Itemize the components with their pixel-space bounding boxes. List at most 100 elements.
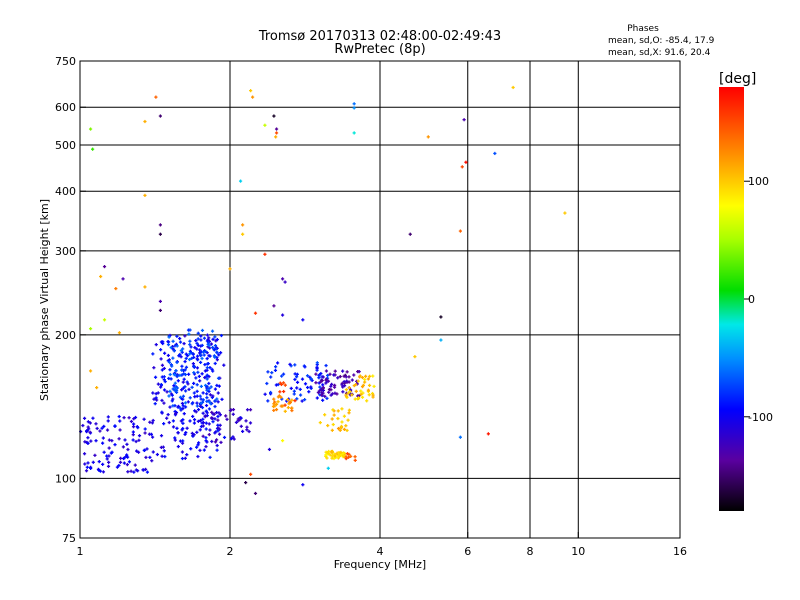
data-point: [200, 356, 204, 361]
data-point: [132, 470, 136, 474]
data-point: [344, 455, 348, 459]
data-point: [341, 451, 345, 456]
data-point: [315, 396, 319, 400]
data-point: [263, 252, 267, 256]
x-tick-label: 8: [527, 545, 534, 558]
data-point: [91, 460, 95, 464]
data-point: [213, 355, 217, 359]
data-point: [201, 421, 206, 425]
data-point: [208, 455, 212, 459]
data-point: [180, 450, 185, 454]
data-point: [208, 354, 212, 358]
data-point: [142, 417, 146, 421]
data-point: [180, 441, 185, 445]
data-point: [171, 387, 175, 391]
data-point: [249, 89, 253, 93]
data-point: [160, 411, 164, 415]
data-point: [298, 393, 303, 397]
data-point: [340, 420, 344, 424]
data-point: [215, 358, 219, 362]
data-point: [361, 391, 365, 395]
data-point: [274, 383, 278, 387]
data-point: [205, 388, 209, 392]
x-tick-label: 10: [571, 545, 585, 558]
data-point: [281, 372, 286, 376]
data-point: [192, 418, 197, 422]
data-point: [342, 414, 347, 418]
data-point: [88, 127, 93, 131]
data-point: [183, 401, 188, 405]
data-point: [196, 370, 200, 374]
data-point: [205, 440, 209, 444]
data-point: [97, 460, 101, 464]
colorbar-tick-label: -100: [748, 411, 773, 424]
data-point: [329, 393, 333, 397]
data-point: [314, 381, 318, 385]
data-point: [216, 400, 220, 404]
data-point: [205, 384, 209, 389]
data-point: [185, 354, 190, 358]
data-point: [207, 386, 211, 391]
data-point: [136, 469, 140, 473]
data-point: [207, 432, 211, 437]
data-point: [185, 380, 189, 384]
data-point: [225, 417, 229, 421]
data-point: [338, 428, 342, 432]
data-point: [125, 453, 129, 457]
data-point: [167, 335, 171, 339]
data-point: [272, 397, 276, 401]
data-point: [101, 462, 105, 466]
data-point: [168, 368, 172, 372]
data-point: [493, 151, 497, 156]
data-point: [156, 391, 160, 395]
data-point: [88, 430, 92, 434]
data-point: [118, 460, 123, 464]
data-point: [331, 408, 335, 412]
data-point: [207, 336, 211, 340]
data-point: [293, 399, 297, 403]
data-point: [333, 369, 337, 373]
data-point: [208, 393, 213, 397]
data-point: [222, 435, 227, 440]
data-point: [213, 335, 217, 339]
data-point: [188, 419, 192, 423]
data-point: [198, 360, 203, 365]
data-point: [156, 382, 160, 386]
data-point: [327, 387, 332, 392]
data-point: [347, 408, 351, 412]
data-point: [305, 385, 310, 390]
data-point: [563, 211, 567, 215]
data-point: [332, 373, 336, 377]
data-point: [349, 454, 353, 458]
data-point: [210, 329, 215, 333]
data-point: [137, 434, 142, 438]
data-point: [181, 394, 186, 398]
data-point: [198, 348, 202, 352]
data-point: [253, 311, 258, 315]
data-point: [365, 399, 369, 403]
data-point: [212, 412, 216, 416]
data-point: [317, 381, 321, 385]
data-point: [301, 318, 305, 322]
data-point: [91, 147, 95, 151]
data-point: [352, 106, 356, 110]
data-point: [200, 328, 205, 333]
data-point: [88, 369, 93, 373]
data-point: [175, 426, 179, 430]
data-point: [176, 431, 180, 435]
data-point: [95, 426, 99, 431]
data-point: [183, 405, 188, 409]
data-point: [126, 447, 130, 452]
data-point: [155, 452, 160, 457]
scatter-points: [79, 85, 567, 496]
data-point: [107, 460, 111, 464]
data-point: [93, 453, 97, 457]
data-point: [188, 339, 192, 343]
data-point: [216, 391, 220, 395]
x-tick-label: 16: [673, 545, 687, 558]
data-point: [274, 365, 278, 369]
colorbar-tick-label: 0: [748, 293, 755, 306]
data-point: [280, 439, 285, 443]
data-point: [217, 384, 221, 388]
data-point: [295, 380, 300, 384]
